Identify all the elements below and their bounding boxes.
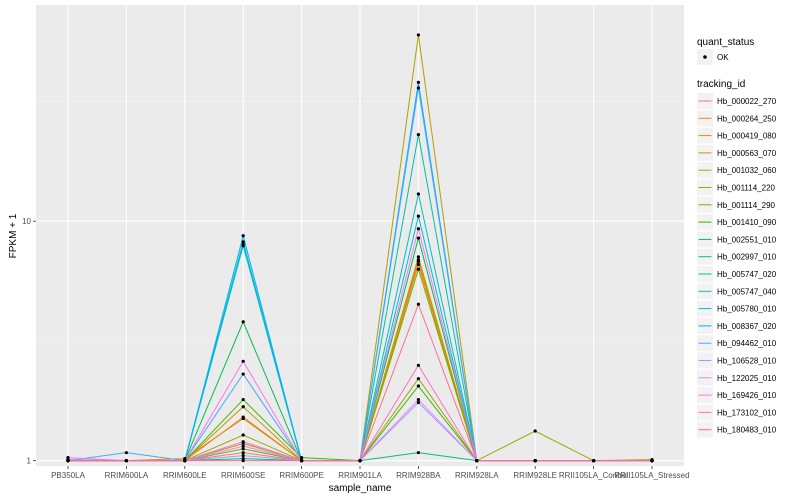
data-point [124,451,128,455]
data-point [241,405,245,409]
data-point [650,459,654,463]
data-point [241,372,245,376]
data-point [475,459,479,463]
color-legend-label: Hb_094462_010 [717,339,777,348]
color-legend-label: Hb_000022_270 [717,97,777,106]
data-point [241,444,245,448]
data-point [300,455,304,460]
data-point [241,234,245,238]
color-legend-title: tracking_id [697,79,745,90]
data-point [241,433,245,437]
y-axis: 1 10 [22,217,36,466]
x-tick-label: RRIM928BA [396,471,441,480]
data-point [241,244,245,248]
data-point [241,416,245,421]
color-legend-label: Hb_008367_020 [717,322,777,331]
color-legend-label: Hb_001114_220 [717,184,776,193]
legend: quant_status OK tracking_id Hb_000022_27… [697,37,777,438]
color-legend-label: Hb_122025_010 [717,374,777,383]
color-legend-label: Hb_000264_250 [717,114,777,123]
data-point [416,397,420,402]
x-axis-title: sample_name [329,483,392,494]
data-point [416,80,420,85]
data-point [241,397,245,402]
x-tick-label: RRIM928LE [513,471,557,480]
data-point [533,459,537,463]
data-point [241,440,245,444]
data-point [592,459,596,463]
shape-legend-label: OK [717,53,729,62]
color-legend-label: Hb_005747_040 [717,287,777,296]
data-point [416,227,420,231]
color-legend-label: Hb_106528_010 [717,357,777,366]
legend-point-symbol [703,55,707,59]
data-point [416,262,420,267]
data-point [416,192,420,196]
color-legend-label: Hb_000419_080 [717,132,777,141]
data-point [66,459,70,463]
data-point [300,459,304,463]
x-tick-label: RRIM600LA [105,471,149,480]
data-point [416,236,420,240]
color-legend-label: Hb_180483_010 [717,426,777,435]
data-point [416,267,420,271]
y-tick-label: 1 [27,457,32,466]
x-tick-label: RRIM600PE [279,471,323,480]
data-point [416,214,420,218]
data-point [416,400,420,405]
y-tick-label: 10 [22,217,31,226]
x-tick-label: RRIM600SE [221,471,265,480]
data-point [416,302,420,306]
data-point [183,459,187,463]
data-point [241,240,245,244]
color-legend-label: Hb_173102_010 [717,408,777,417]
data-point [416,255,420,259]
data-point [241,453,245,458]
color-legend-label: Hb_169426_010 [717,391,777,400]
x-tick-label: RRII105LA_Stressed [614,471,689,480]
data-point [241,459,245,463]
data-point [416,384,420,388]
data-point [241,447,245,451]
data-point [416,133,420,137]
color-legend-label: Hb_001410_090 [717,218,777,227]
color-legend-label: Hb_005747_020 [717,270,777,279]
color-legend-label: Hb_002997_010 [717,253,777,262]
x-tick-label: RRIM600LE [163,471,207,480]
data-point [416,258,420,262]
data-point [241,451,245,455]
x-tick-label: RRIM928LA [455,471,499,480]
data-point [416,451,420,455]
data-point [241,320,245,324]
data-point [416,33,420,37]
color-legend-entries: Hb_000022_270 Hb_000264_250 Hb_000419_080 H… [697,93,777,438]
data-point [66,455,70,460]
data-point [416,363,420,367]
color-legend-label: Hb_001032_060 [717,166,777,175]
shape-legend-title: quant_status [697,37,754,48]
data-point [416,377,420,381]
color-legend-label: Hb_002551_010 [717,235,777,244]
points-layer [66,33,654,463]
y-axis-title: FPKM + 1 [8,213,19,258]
shape-legend-entries: OK [697,49,729,65]
x-tick-label: PB350LA [51,471,85,480]
x-tick-label: RRIM901LA [338,471,382,480]
data-point [416,86,420,90]
data-point [358,459,362,463]
x-tick-label: RRII105LA_Control [559,471,629,480]
x-axis: PB350LA RRIM600LA RRIM600LE RRIM600SE RRIM60… [51,466,690,480]
color-legend-label: Hb_005780_010 [717,305,777,314]
data-point [241,359,245,363]
data-point [124,459,128,463]
data-point [533,429,537,433]
color-legend-label: Hb_001114_290 [717,201,776,210]
color-legend-label: Hb_000563_070 [717,149,777,158]
